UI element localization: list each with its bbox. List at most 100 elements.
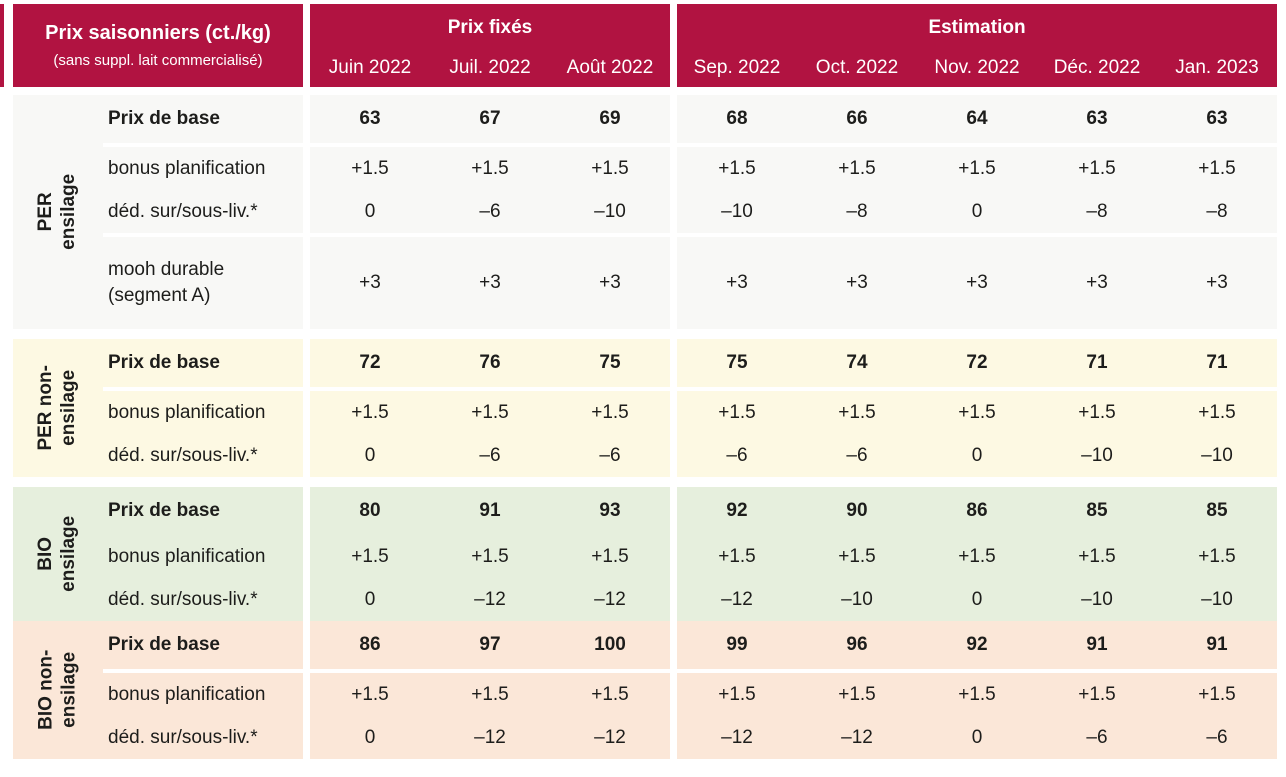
table-left-border [0,4,4,87]
row-label-text: bonus planification [108,545,266,567]
cell-value: –10 [721,200,753,222]
row-label-text: déd. sur/sous-liv.* [108,444,258,466]
cell-value: 0 [971,444,983,466]
row-label-text: déd. sur/sous-liv.* [108,588,258,610]
cell-value: +3 [479,272,501,293]
cell-value: +1.5 [351,683,389,705]
column-gap [303,95,310,143]
cell-value: 76 [479,352,501,373]
row-separator [103,233,1277,237]
column-gap [303,621,310,669]
cell-value: –6 [599,444,621,466]
cell-value: +1.5 [1078,683,1116,705]
cell-value: +1.5 [351,545,389,567]
table-body: PER ensilage Prix de base 63 67 69 68 66 64 63 63 b… [0,95,1286,759]
row-group-per-non-ensilage: PER non-ensilage Prix de base 72 76 75 75 74 72… [0,339,1286,477]
row-label: Prix de base [103,339,303,387]
column-gap [670,535,677,578]
cell-value: 0 [971,200,983,222]
cell-value: –6 [479,444,501,466]
table-header: Prix saisonniers (ct./kg) (sans suppl. l… [0,4,1286,87]
row-label: déd. sur/sous-liv.* [103,578,303,621]
cell-value: 0 [971,588,983,610]
row-separator [103,387,1277,391]
cell-value: +1.5 [838,401,876,423]
cell-value: –10 [594,200,626,222]
cell-value: 0 [364,726,376,748]
cell-value: +1.5 [958,401,996,423]
month-header-row: Sep. 2022 Oct. 2022 Nov. 2022 Déc. 2022 … [677,48,1277,87]
cell-value: 80 [359,500,381,521]
cell-value: +1.5 [471,401,509,423]
row-label: bonus planification [103,147,303,190]
group-rows: Prix de base 63 67 69 68 66 64 63 63 bonus planif… [103,95,1277,329]
column-gap [303,578,310,621]
table-row: Prix de base 86 97 100 99 96 92 91 91 [103,621,1277,669]
cell-value: +1.5 [838,545,876,567]
cell-value: –10 [1201,444,1233,466]
column-gap [303,673,310,716]
row-label: déd. sur/sous-liv.* [103,434,303,477]
cell-value: 75 [599,352,621,373]
cell-value: 86 [359,634,381,655]
cell-value: 91 [1086,634,1108,655]
column-gap [670,95,677,143]
cell-value: –10 [1081,444,1113,466]
cell-value: +3 [359,272,381,293]
cell-value: –12 [721,726,753,748]
cell-value: 92 [726,500,748,521]
cell-value: +3 [846,272,868,293]
group-label-line: ensilage [57,651,79,729]
row-separator [103,143,1277,147]
column-gap [303,190,310,233]
row-label: mooh durable (segment A) [103,237,303,329]
cell-value: 97 [479,634,501,655]
month-header-aout-2022: Août 2022 [566,56,654,78]
group-label-per-ensilage: PER ensilage [13,95,103,329]
group-label-line: ensilage [57,515,79,593]
cell-value: –10 [1201,588,1233,610]
table-row: déd. sur/sous-liv.* 0 –6 –10 –10 –8 0 –8 –8 [103,190,1277,233]
cell-value: –6 [479,200,501,222]
cell-value: +1.5 [1198,157,1236,179]
cell-value: +1.5 [958,545,996,567]
row-label-text-2: (segment A) [108,285,211,306]
cell-value: +3 [1086,272,1108,293]
page-title: Prix saisonniers (ct./kg) [45,22,271,44]
month-header-juin-2022: Juin 2022 [328,56,412,78]
cell-value: 0 [971,726,983,748]
cell-value: 63 [359,108,381,129]
cell-value: +1.5 [718,157,756,179]
cell-value: +1.5 [471,157,509,179]
month-header-sep-2022: Sep. 2022 [693,56,781,78]
row-group-bio-non-ensilage: BIO non-ensilage Prix de base 86 97 100 99 96 9… [0,621,1286,759]
group-left-margin [0,621,13,759]
header-group-estimation: Estimation Sep. 2022 Oct. 2022 Nov. 2022… [677,4,1277,87]
cell-value: +3 [726,272,748,293]
group-label-per-non-ensilage: PER non-ensilage [13,339,103,477]
group-rows: Prix de base 80 91 93 92 90 86 85 85 bonus planif… [103,487,1277,621]
row-label: bonus planification [103,535,303,578]
cell-value: –12 [841,726,873,748]
table-row: bonus planification +1.5 +1.5 +1.5 +1.5 +1.5 +… [103,147,1277,190]
cell-value: 72 [359,352,381,373]
cell-value: +1.5 [838,157,876,179]
column-gap [303,434,310,477]
header-spacer [303,4,310,87]
cell-value: 71 [1086,352,1108,373]
row-label-text: Prix de base [108,500,220,522]
column-gap [303,535,310,578]
group-left-margin [0,95,13,329]
header-spacer [670,4,677,87]
group-label-bio-non-ensilage: BIO non-ensilage [13,621,103,759]
row-label: Prix de base [103,95,303,143]
cell-value: +3 [599,272,621,293]
table-row: Prix de base 72 76 75 75 74 72 71 71 [103,339,1277,387]
row-label-text: Prix de base [108,634,220,656]
cell-value: –10 [1081,588,1113,610]
cell-value: 93 [599,500,621,521]
cell-value: +1.5 [1198,683,1236,705]
month-header-nov-2022: Nov. 2022 [934,56,1020,78]
header-spacer [4,4,13,87]
